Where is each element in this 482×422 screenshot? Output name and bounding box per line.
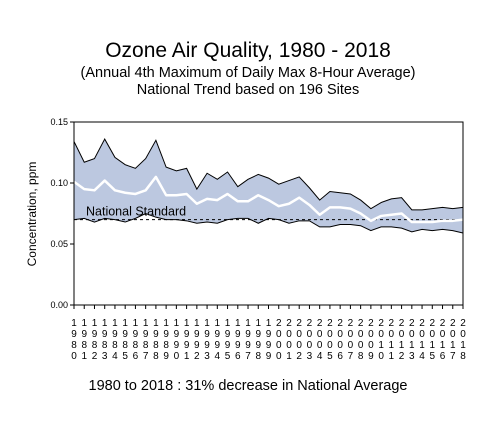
y-tick-label: 0.10 <box>50 178 68 188</box>
plot-area: National Standard 0.00 0.05 0.10 0.15 1 9 8 0 1 9 8… <box>50 117 466 362</box>
y-tick-label: 0.00 <box>50 300 68 310</box>
y-tick-label: 0.15 <box>50 117 68 127</box>
lower-band-line <box>73 212 464 234</box>
chart-subtitle-line-2: National Trend based on 196 Sites <box>137 82 359 98</box>
y-tick-label: 0.05 <box>50 239 68 249</box>
chart-footer-note: 1980 to 2018 : 31% decrease in National … <box>89 378 408 394</box>
chart-title: Ozone Air Quality, 1980 - 2018 <box>105 39 391 62</box>
distribution-band <box>74 139 463 234</box>
y-axis-label: Concentration, ppm <box>25 162 39 267</box>
national-standard-label: National Standard <box>86 205 186 219</box>
chart-subtitle-line-1: (Annual 4th Maximum of Daily Max 8-Hour … <box>81 65 416 81</box>
national-average-line <box>73 175 464 224</box>
upper-band-line <box>73 138 464 211</box>
